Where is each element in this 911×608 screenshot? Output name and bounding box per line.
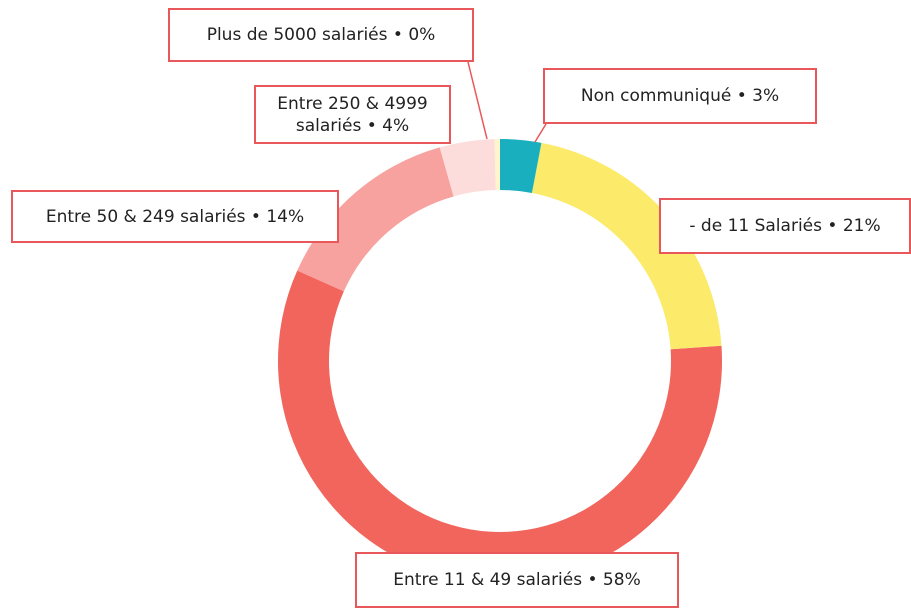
donut-slice — [500, 139, 542, 194]
data-label: Entre 11 & 49 salariés • 58% — [355, 552, 679, 608]
leader-line — [467, 61, 488, 140]
donut-slice — [531, 142, 722, 350]
data-label: Entre 50 & 249 salariés • 14% — [11, 190, 339, 243]
donut-slice — [494, 139, 500, 191]
leader-line — [534, 123, 547, 143]
donut-slice — [297, 147, 454, 292]
data-label: Plus de 5000 salariés • 0% — [168, 8, 474, 62]
data-label: Non communiqué • 3% — [543, 68, 817, 124]
donut-slice — [439, 139, 496, 197]
data-label: Entre 250 & 4999 salariés • 4% — [254, 85, 451, 144]
donut-slice — [277, 270, 722, 583]
data-label: - de 11 Salariés • 21% — [659, 198, 911, 254]
